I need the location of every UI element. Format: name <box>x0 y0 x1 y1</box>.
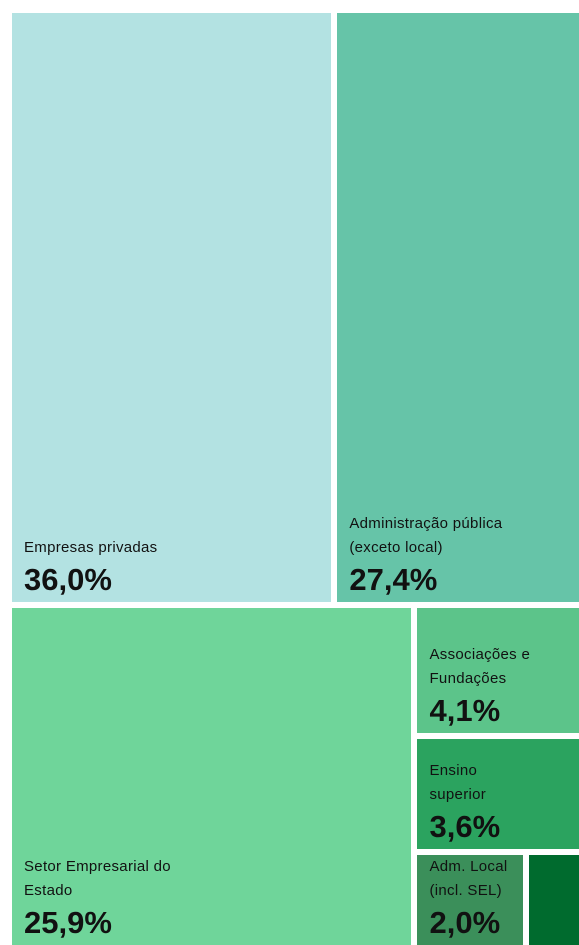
cell-label: Administração pública (exceto local) 27,4… <box>349 512 539 602</box>
cell-value: 36,0% <box>24 561 112 597</box>
cell-label: Setor Empresarial do Estado 25,9% <box>24 855 194 945</box>
cell-label: Empresas privadas 36,0% <box>24 536 158 602</box>
cell-value: 2,0% <box>429 904 501 940</box>
treemap-cell <box>529 854 579 945</box>
cell-name: Empresas privadas <box>24 538 158 556</box>
cell-name: Associações e Fundações <box>429 646 531 688</box>
treemap-cell: Empresas privadas 36,0% <box>12 13 332 602</box>
cell-name: Administração pública (exceto local) <box>349 514 503 556</box>
cell-label: Adm. Local (incl. SEL) 2,0% <box>429 855 523 945</box>
cell-label: Associações e Fundações 4,1% <box>429 643 549 733</box>
cell-value: 3,6% <box>429 808 501 844</box>
cell-name: Ensino superior <box>429 761 487 803</box>
treemap-cell: Adm. Local (incl. SEL) 2,0% <box>417 854 524 945</box>
cell-name: Setor Empresarial do Estado <box>24 857 171 899</box>
treemap-cell: Associações e Fundações 4,1% <box>417 607 579 734</box>
cell-name: Adm. Local (incl. SEL) <box>429 857 508 899</box>
treemap-cell: Setor Empresarial do Estado 25,9% <box>12 607 412 945</box>
cell-value: 27,4% <box>349 561 438 597</box>
cell-label: Ensino superior 3,6% <box>429 759 519 849</box>
cell-value: 25,9% <box>24 904 112 940</box>
cell-value: 4,1% <box>429 693 501 729</box>
treemap-cell: Ensino superior 3,6% <box>417 739 579 849</box>
treemap-cell: Administração pública (exceto local) 27,4… <box>337 13 579 602</box>
